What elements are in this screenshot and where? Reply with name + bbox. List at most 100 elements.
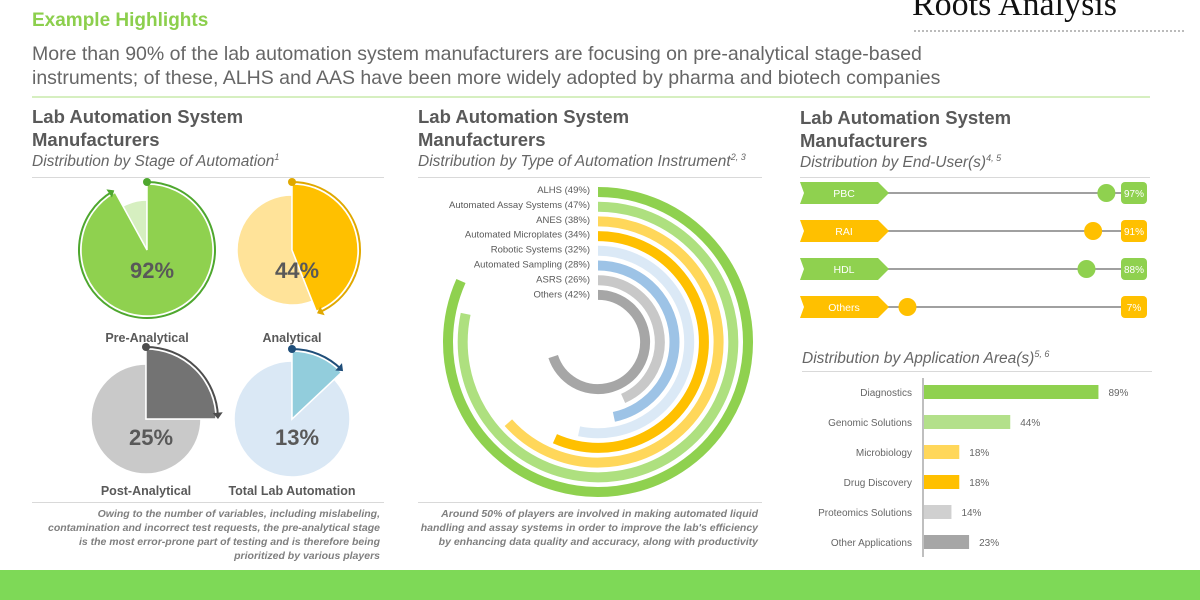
application-divider bbox=[802, 371, 1152, 372]
pie-category-label: Post-Analytical bbox=[101, 484, 191, 498]
radial-bar-label: Automated Microplates (34%) bbox=[465, 230, 590, 241]
enduser-label: PBC bbox=[833, 188, 855, 200]
enduser-value-label: 88% bbox=[1124, 265, 1144, 276]
pie-arrow-arc bbox=[145, 346, 219, 417]
bar-category-label: Microbiology bbox=[856, 448, 912, 459]
enduser-label: RAI bbox=[835, 226, 853, 238]
instrument-caption: Around 50% of players are involved in ma… bbox=[420, 508, 758, 548]
pie-rest-slice bbox=[236, 194, 314, 306]
pie-arrow-arc bbox=[291, 348, 343, 371]
pie-arrow-start-dot bbox=[288, 345, 296, 353]
enduser-tag bbox=[800, 182, 889, 204]
stage-subtitle-text: Distribution by Stage of Automation bbox=[32, 153, 275, 171]
stage-title-line-1: Lab Automation System bbox=[32, 106, 244, 127]
enduser-value-label: 97% bbox=[1124, 189, 1144, 200]
pie-arrowhead-icon bbox=[335, 363, 344, 372]
radial-bar bbox=[578, 245, 695, 439]
radial-bar bbox=[552, 231, 709, 453]
radial-bar bbox=[443, 187, 753, 497]
stage-footnote-ref: 1 bbox=[274, 152, 280, 162]
bar-value-label: 44% bbox=[1020, 418, 1040, 429]
bar-value-label: 14% bbox=[961, 508, 981, 519]
bar bbox=[924, 535, 970, 549]
bar-category-label: Drug Discovery bbox=[844, 478, 912, 489]
radial-bar-label: ASRS (26%) bbox=[536, 274, 590, 285]
bar-category-label: Proteomics Solutions bbox=[818, 508, 912, 519]
enduser-tag bbox=[800, 296, 889, 318]
radial-bar bbox=[597, 275, 665, 404]
instrument-title-line-1: Lab Automation System bbox=[418, 106, 630, 127]
stage-subtitle: Distribution by Stage of Automation1 bbox=[32, 152, 279, 171]
lollipop-dot bbox=[1097, 184, 1116, 202]
pie-arrow-arc bbox=[291, 181, 361, 314]
pie-arrowhead-icon bbox=[212, 412, 223, 419]
radial-bar bbox=[548, 289, 651, 395]
enduser-title-line-1: Lab Automation System bbox=[800, 107, 1012, 128]
enduser-label: Others bbox=[828, 302, 860, 314]
enduser-divider bbox=[800, 177, 1150, 178]
value-box bbox=[1121, 182, 1147, 204]
radial-bar bbox=[597, 260, 680, 422]
pie-arrow-start-dot bbox=[142, 343, 150, 351]
pie-category-label: Total Lab Automation bbox=[228, 484, 355, 498]
radial-bar-label: Automated Sampling (28%) bbox=[474, 260, 590, 271]
enduser-tag bbox=[800, 220, 889, 242]
bar bbox=[924, 385, 1099, 399]
bar-value-label: 89% bbox=[1108, 388, 1128, 399]
application-subtitle-text: Distribution by Application Area(s) bbox=[802, 350, 1035, 368]
pie-value-label: 92% bbox=[130, 258, 174, 283]
bar-value-label: 18% bbox=[969, 448, 989, 459]
pie-arrowhead-icon bbox=[317, 306, 325, 316]
value-box bbox=[1121, 296, 1147, 318]
bar bbox=[924, 445, 960, 459]
enduser-subtitle: Distribution by End-User(s)4, 5 bbox=[800, 153, 1001, 172]
radial-bar-label: ANES (38%) bbox=[536, 215, 590, 226]
instrument-title-line-2: Manufacturers bbox=[418, 129, 546, 150]
enduser-value-label: 91% bbox=[1124, 227, 1144, 238]
pie-value-slice bbox=[80, 183, 214, 317]
pie-arrow-start-dot bbox=[288, 178, 296, 186]
lollipop-dot bbox=[1077, 260, 1096, 278]
pie-value-slice bbox=[145, 348, 217, 420]
enduser-label: HDL bbox=[833, 264, 854, 276]
footer-bar bbox=[0, 570, 1200, 600]
summary-line-1: More than 90% of the lab automation syst… bbox=[32, 43, 922, 65]
pie-value-label: 13% bbox=[275, 425, 319, 450]
instrument-caption-divider bbox=[418, 502, 762, 503]
summary-line-2: instruments; of these, ALHS and AAS have… bbox=[32, 67, 941, 89]
enduser-value-label: 7% bbox=[1127, 303, 1142, 314]
lollipop-dot bbox=[898, 298, 917, 316]
bar bbox=[924, 505, 952, 519]
stage-caption-divider bbox=[32, 502, 384, 503]
radial-bar bbox=[457, 201, 739, 483]
pie-category-label: Pre-Analytical bbox=[105, 331, 188, 345]
instrument-subtitle-text: Distribution by Type of Automation Instr… bbox=[418, 153, 731, 171]
radial-bar-label: ALHS (49%) bbox=[537, 185, 590, 196]
pie-value-label: 25% bbox=[129, 425, 173, 450]
stage-caption: Owing to the number of variables, includ… bbox=[47, 508, 380, 562]
pie-value-slice bbox=[291, 183, 359, 313]
enduser-panel-title: Lab Automation System Manufacturers bbox=[800, 106, 1011, 152]
bar-category-label: Other Applications bbox=[831, 538, 912, 549]
instrument-panel-title: Lab Automation System Manufacturers bbox=[418, 105, 629, 151]
radial-bar bbox=[504, 216, 724, 468]
instrument-footnote-ref: 2, 3 bbox=[730, 152, 746, 162]
bar-value-label: 18% bbox=[969, 478, 989, 489]
instrument-subtitle: Distribution by Type of Automation Instr… bbox=[418, 152, 746, 171]
pie-arrow-start-dot bbox=[143, 178, 151, 186]
value-box bbox=[1121, 258, 1147, 280]
bar bbox=[924, 475, 960, 489]
bar-category-label: Genomic Solutions bbox=[828, 418, 912, 429]
enduser-title-line-2: Manufacturers bbox=[800, 130, 928, 151]
pie-arrow-arc bbox=[78, 181, 216, 319]
bar bbox=[924, 415, 1011, 429]
radial-bar-label: Robotic Systems (32%) bbox=[491, 245, 590, 256]
stage-title-line-2: Manufacturers bbox=[32, 129, 160, 150]
enduser-subtitle-text: Distribution by End-User(s) bbox=[800, 154, 987, 172]
pie-arrowhead-icon bbox=[106, 189, 115, 198]
instrument-divider bbox=[418, 177, 762, 178]
pie-category-label: Analytical bbox=[262, 331, 321, 345]
highlights-title: Example Highlights bbox=[32, 10, 209, 31]
application-footnote-ref: 5, 6 bbox=[1034, 349, 1050, 359]
